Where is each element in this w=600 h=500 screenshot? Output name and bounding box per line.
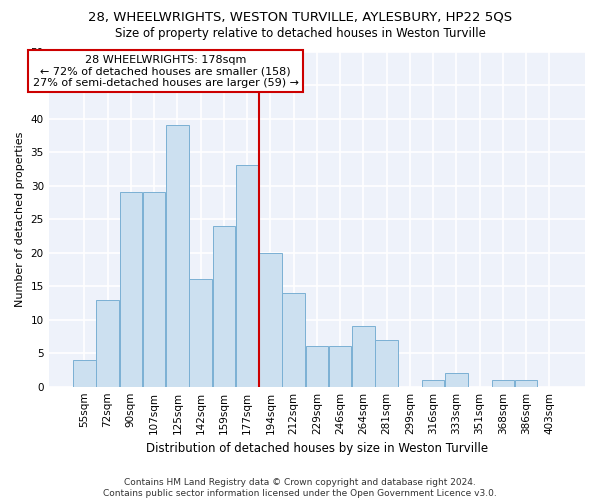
Bar [283, 293, 305, 386]
X-axis label: Distribution of detached houses by size in Weston Turville: Distribution of detached houses by size … [146, 442, 488, 455]
Bar [73, 360, 95, 386]
Bar [329, 346, 352, 387]
Bar [305, 346, 328, 387]
Bar [445, 374, 467, 386]
Bar [259, 252, 281, 386]
Bar [236, 166, 259, 386]
Text: 28 WHEELWRIGHTS: 178sqm
← 72% of detached houses are smaller (158)
27% of semi-d: 28 WHEELWRIGHTS: 178sqm ← 72% of detache… [33, 55, 299, 88]
Bar [515, 380, 538, 386]
Bar [143, 192, 166, 386]
Text: Contains HM Land Registry data © Crown copyright and database right 2024.
Contai: Contains HM Land Registry data © Crown c… [103, 478, 497, 498]
Y-axis label: Number of detached properties: Number of detached properties [15, 132, 25, 307]
Text: 28, WHEELWRIGHTS, WESTON TURVILLE, AYLESBURY, HP22 5QS: 28, WHEELWRIGHTS, WESTON TURVILLE, AYLES… [88, 10, 512, 23]
Bar [119, 192, 142, 386]
Bar [212, 226, 235, 386]
Bar [422, 380, 445, 386]
Bar [376, 340, 398, 386]
Text: Size of property relative to detached houses in Weston Turville: Size of property relative to detached ho… [115, 28, 485, 40]
Bar [190, 280, 212, 386]
Bar [491, 380, 514, 386]
Bar [166, 125, 188, 386]
Bar [352, 326, 374, 386]
Bar [96, 300, 119, 386]
